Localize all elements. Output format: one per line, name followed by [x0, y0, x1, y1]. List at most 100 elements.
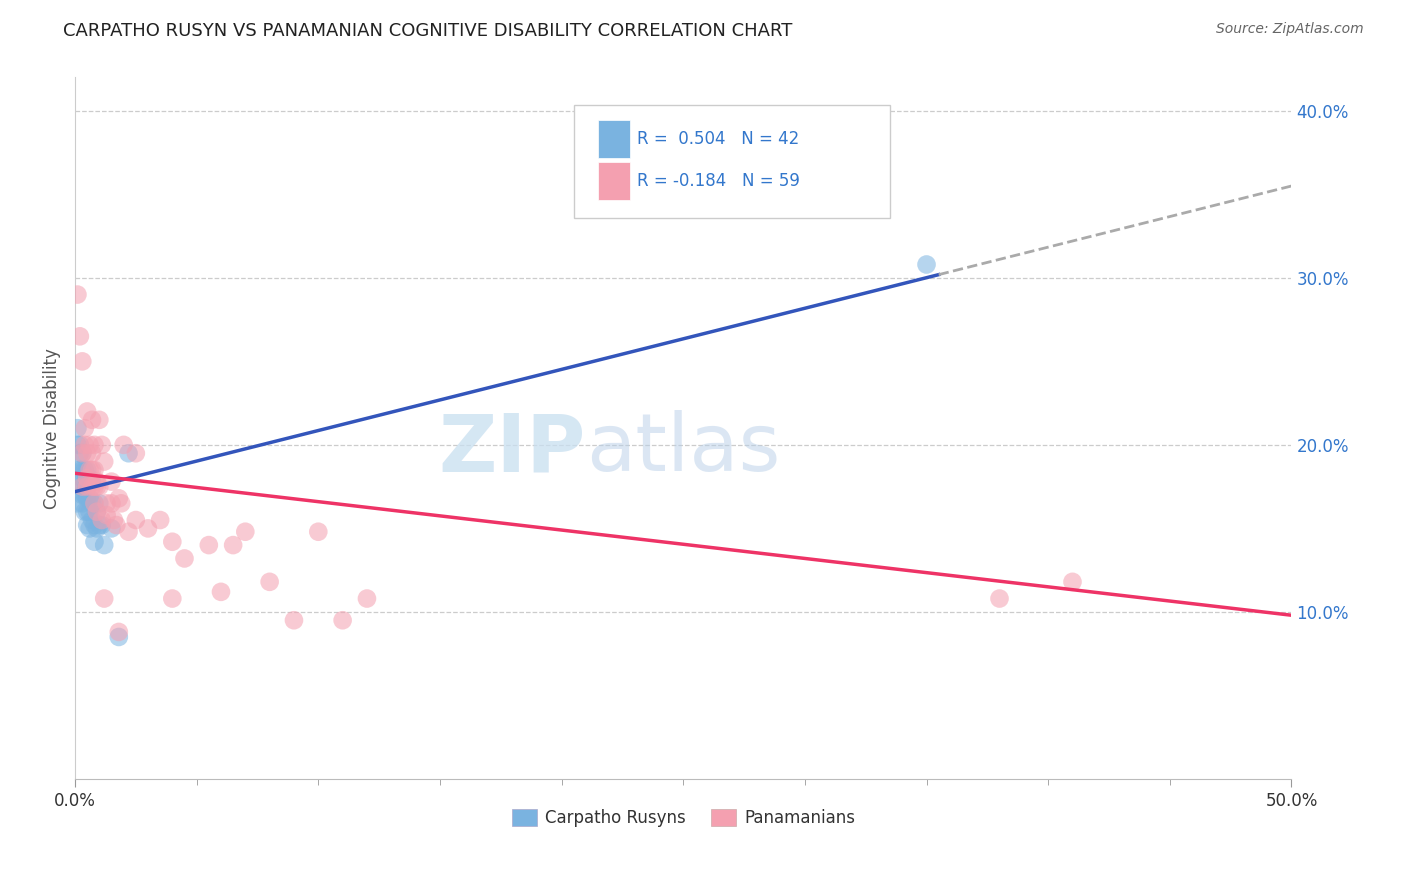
Legend: Carpatho Rusyns, Panamanians: Carpatho Rusyns, Panamanians: [505, 802, 862, 834]
Point: [90, 518, 112, 533]
Point: [332, 613, 354, 627]
Point: [80, 475, 103, 489]
Point: [307, 524, 329, 539]
Point: [72, 488, 94, 502]
Point: [76, 480, 98, 494]
Point: [103, 513, 125, 527]
Point: [76, 491, 98, 506]
Point: [79, 491, 101, 506]
Point: [89, 518, 111, 533]
Point: [72, 446, 94, 460]
Point: [198, 538, 221, 552]
Point: [107, 624, 129, 639]
Point: [76, 471, 98, 485]
Point: [283, 613, 305, 627]
Point: [83, 438, 105, 452]
Point: [66, 463, 89, 477]
Point: [209, 585, 232, 599]
Point: [83, 463, 105, 477]
Point: [73, 463, 96, 477]
FancyBboxPatch shape: [574, 105, 890, 218]
Point: [72, 480, 94, 494]
Point: [93, 538, 115, 552]
Point: [76, 518, 98, 533]
FancyBboxPatch shape: [598, 120, 630, 158]
Point: [89, 480, 111, 494]
Point: [1062, 574, 1084, 589]
Point: [117, 524, 139, 539]
Point: [66, 421, 89, 435]
Point: [107, 491, 129, 506]
Point: [69, 446, 91, 460]
Point: [83, 534, 105, 549]
Point: [79, 463, 101, 477]
Text: CARPATHO RUSYN VS PANAMANIAN COGNITIVE DISABILITY CORRELATION CHART: CARPATHO RUSYN VS PANAMANIAN COGNITIVE D…: [63, 22, 793, 40]
Point: [72, 480, 94, 494]
Point: [73, 421, 96, 435]
Point: [86, 505, 108, 519]
Point: [86, 521, 108, 535]
Point: [79, 438, 101, 452]
Point: [76, 446, 98, 460]
Text: R = -0.184   N = 59: R = -0.184 N = 59: [637, 172, 800, 190]
Point: [96, 508, 118, 522]
Point: [988, 591, 1011, 606]
Text: atlas: atlas: [586, 410, 780, 488]
Point: [222, 538, 245, 552]
Point: [76, 463, 98, 477]
Point: [72, 463, 94, 477]
Point: [149, 513, 172, 527]
Point: [112, 438, 135, 452]
Point: [136, 521, 159, 535]
Point: [259, 574, 281, 589]
Point: [356, 591, 378, 606]
Point: [89, 496, 111, 510]
Point: [73, 475, 96, 489]
Point: [72, 496, 94, 510]
Point: [83, 480, 105, 494]
Point: [89, 413, 111, 427]
Point: [80, 480, 103, 494]
Point: [79, 505, 101, 519]
Text: Source: ZipAtlas.com: Source: ZipAtlas.com: [1216, 22, 1364, 37]
Point: [76, 505, 98, 519]
Point: [66, 438, 89, 452]
Point: [69, 329, 91, 343]
Text: R =  0.504   N = 42: R = 0.504 N = 42: [637, 130, 799, 148]
Point: [73, 505, 96, 519]
Text: ZIP: ZIP: [439, 410, 586, 488]
Point: [162, 534, 184, 549]
Point: [86, 475, 108, 489]
Point: [915, 258, 938, 272]
Point: [76, 404, 98, 418]
Point: [125, 446, 148, 460]
Point: [72, 354, 94, 368]
Point: [233, 524, 256, 539]
Point: [80, 496, 103, 510]
Point: [76, 480, 98, 494]
Point: [66, 496, 89, 510]
Point: [80, 413, 103, 427]
Y-axis label: Cognitive Disability: Cognitive Disability: [44, 348, 60, 508]
Point: [80, 513, 103, 527]
Point: [83, 496, 105, 510]
Point: [86, 480, 108, 494]
Point: [66, 287, 89, 301]
Point: [100, 521, 122, 535]
Point: [79, 471, 101, 485]
Point: [73, 438, 96, 452]
Point: [69, 480, 91, 494]
Point: [90, 513, 112, 527]
Point: [105, 518, 128, 533]
Point: [100, 475, 122, 489]
Point: [93, 591, 115, 606]
Point: [96, 496, 118, 510]
Point: [79, 521, 101, 535]
Point: [117, 446, 139, 460]
Point: [73, 488, 96, 502]
Point: [93, 454, 115, 468]
Point: [125, 513, 148, 527]
Point: [107, 630, 129, 644]
Point: [80, 446, 103, 460]
Point: [69, 463, 91, 477]
